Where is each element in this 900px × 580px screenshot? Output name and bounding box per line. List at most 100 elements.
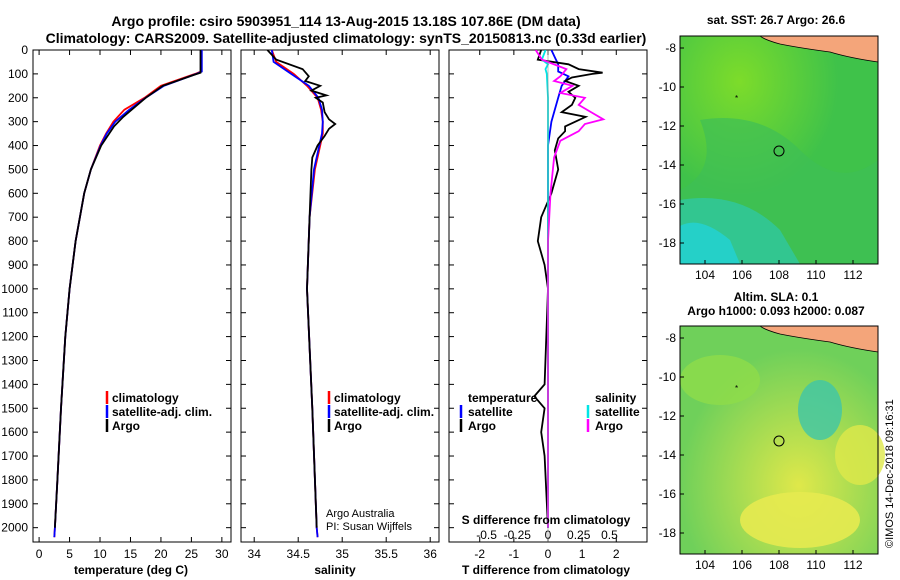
map-x-tick-label: 110	[806, 558, 825, 572]
series-line-climatology	[53, 50, 203, 538]
credit-pi: PI: Susan Wijffels	[326, 521, 412, 533]
difference-series	[533, 50, 606, 528]
salinity-xlabel: salinity	[314, 563, 356, 577]
s-diff-tick-label: -0.25	[504, 528, 532, 542]
map-x-tick-label: 112	[843, 558, 862, 572]
sst-map: *	[679, 35, 879, 265]
depth-tick-label: 1200	[1, 330, 28, 344]
legend-argo-label: Argo	[334, 419, 362, 433]
sla-star-marker: *	[735, 384, 738, 393]
x-tick-label: 20	[154, 547, 168, 561]
s-diff-tick-label: 0.25	[567, 528, 591, 542]
sla-map-title: Altim. SLA: 0.1	[734, 290, 819, 304]
map-y-tick-label: -18	[659, 236, 677, 250]
x-tick-label: 35	[336, 547, 350, 561]
x-tick-label: 1	[579, 547, 586, 561]
s-diff-tick-label: -0.5	[476, 528, 497, 542]
salinity-series	[266, 50, 337, 538]
title-line-1: Argo profile: csiro 5903951_114 13-Aug-2…	[111, 13, 580, 29]
sla-low-region	[798, 380, 842, 440]
sla-high-region	[740, 492, 860, 548]
depth-tick-label: 600	[8, 186, 28, 200]
map-x-tick-label: 104	[695, 268, 715, 282]
salinity-x-axis: 34 34.5 35 35.5 36	[248, 50, 437, 561]
sst-map-axes: -8 -10 -12 -14 -16 -18 104 106 108 110 112	[659, 41, 863, 282]
credit-argo-australia: Argo Australia	[326, 508, 395, 520]
x-tick-label: 0	[545, 547, 552, 561]
depth-axis: 0 100 200 300 400 500 600 700 800 900 1000 1100 1200…	[1, 43, 647, 535]
legend-argo-label: Argo	[112, 419, 140, 433]
depth-tick-label: 300	[8, 115, 28, 129]
legend-s-argo-label: Argo	[595, 419, 623, 433]
sst-argo-location-marker	[773, 145, 785, 157]
sla-map-axes: -8 -10 -12 -14 -16 -18 104 106 108 110 112	[659, 331, 863, 572]
map-x-tick-label: 104	[695, 558, 715, 572]
salinity-panel-frame	[240, 49, 440, 543]
depth-tick-label: 900	[8, 258, 28, 272]
sst-map-title: sat. SST: 26.7 Argo: 26.6	[707, 13, 846, 27]
temperature-panel-frame	[32, 49, 232, 543]
legend-temperature-title: temperature	[468, 391, 538, 405]
depth-tick-label: 1700	[1, 449, 28, 463]
depth-tick-label: 1400	[1, 377, 28, 391]
x-tick-label: -2	[474, 547, 485, 561]
legend-satellite-label: satellite-adj. clim.	[334, 405, 434, 419]
map-y-tick-label: -8	[665, 331, 676, 345]
footer-timestamp: ©IMOS 14-Dec-2018 09:16:31	[884, 399, 896, 548]
map-y-tick-label: -10	[659, 370, 677, 384]
depth-tick-label: 1100	[2, 306, 28, 320]
sla-land	[758, 325, 879, 353]
map-y-tick-label: -16	[659, 487, 677, 501]
difference-xlabel: T difference from climatology	[462, 563, 630, 577]
map-y-tick-label: -14	[659, 448, 677, 462]
map-x-tick-label: 112	[843, 268, 862, 282]
legend-climatology-label: climatology	[334, 391, 401, 405]
sst-coldest-region	[680, 222, 740, 264]
sla-map: *	[679, 325, 885, 555]
x-tick-label: 0	[36, 547, 43, 561]
x-tick-label: 34.5	[287, 547, 311, 561]
salinity-difference-x-axis: -0.5 -0.25 0 0.25 0.5	[476, 528, 618, 542]
depth-tick-label: 0	[21, 43, 28, 57]
map-y-tick-label: -8	[665, 41, 676, 55]
depth-tick-label: 1300	[1, 353, 28, 367]
map-x-tick-label: 108	[769, 558, 789, 572]
map-x-tick-label: 106	[732, 558, 752, 572]
series-line-satellite-adj-clim-	[53, 50, 203, 538]
x-tick-label: 10	[93, 547, 107, 561]
depth-tick-label: 1900	[1, 497, 28, 511]
depth-tick-label: 800	[8, 234, 28, 248]
series-line-s-argo	[534, 50, 606, 528]
map-y-tick-label: -12	[659, 409, 677, 423]
depth-tick-label: 1800	[1, 473, 28, 487]
x-tick-label: 2	[613, 547, 620, 561]
legend-satellite-label: satellite-adj. clim.	[112, 405, 212, 419]
legend-t-argo-label: Argo	[468, 419, 496, 433]
x-tick-label: 25	[185, 547, 199, 561]
depth-tick-label: 400	[8, 139, 28, 153]
map-y-tick-label: -18	[659, 526, 677, 540]
depth-tick-label: 1500	[1, 401, 28, 415]
x-tick-label: 5	[66, 547, 73, 561]
difference-legend: temperature satellite Argo salinity sate…	[459, 391, 640, 433]
x-tick-label: 30	[215, 547, 229, 561]
sla-map-subtitle: Argo h1000: 0.093 h2000: 0.087	[687, 304, 865, 318]
x-tick-label: -1	[509, 547, 520, 561]
legend-climatology-label: climatology	[112, 391, 179, 405]
temperature-x-axis: 0 5 10 15 20 25 30	[36, 50, 229, 561]
map-y-tick-label: -12	[659, 119, 677, 133]
series-line-t-argo	[533, 50, 603, 528]
series-line-argo	[54, 50, 202, 528]
x-tick-label: 35.5	[375, 547, 399, 561]
sst-land	[758, 35, 879, 63]
x-tick-label: 34	[248, 547, 262, 561]
map-y-tick-label: -16	[659, 197, 677, 211]
s-diff-tick-label: 0.5	[601, 528, 618, 542]
sst-star-marker: *	[735, 94, 738, 103]
temperature-series	[53, 50, 203, 538]
depth-tick-label: 1600	[1, 425, 28, 439]
sla-mid-region	[680, 355, 760, 405]
legend-t-satellite-label: satellite	[468, 405, 513, 419]
